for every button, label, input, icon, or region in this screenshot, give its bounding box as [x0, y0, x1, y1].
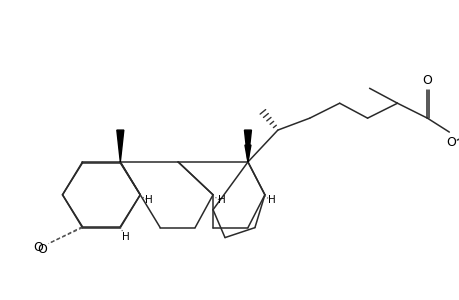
- Text: H: H: [267, 195, 275, 205]
- Text: O: O: [34, 241, 44, 254]
- Polygon shape: [244, 130, 251, 162]
- Text: O: O: [445, 136, 455, 148]
- Text: H: H: [122, 232, 130, 242]
- Polygon shape: [245, 145, 251, 162]
- Polygon shape: [117, 130, 123, 162]
- Text: H: H: [218, 195, 225, 205]
- Text: H: H: [145, 195, 153, 205]
- Text: O: O: [421, 74, 431, 87]
- Text: O: O: [38, 243, 47, 256]
